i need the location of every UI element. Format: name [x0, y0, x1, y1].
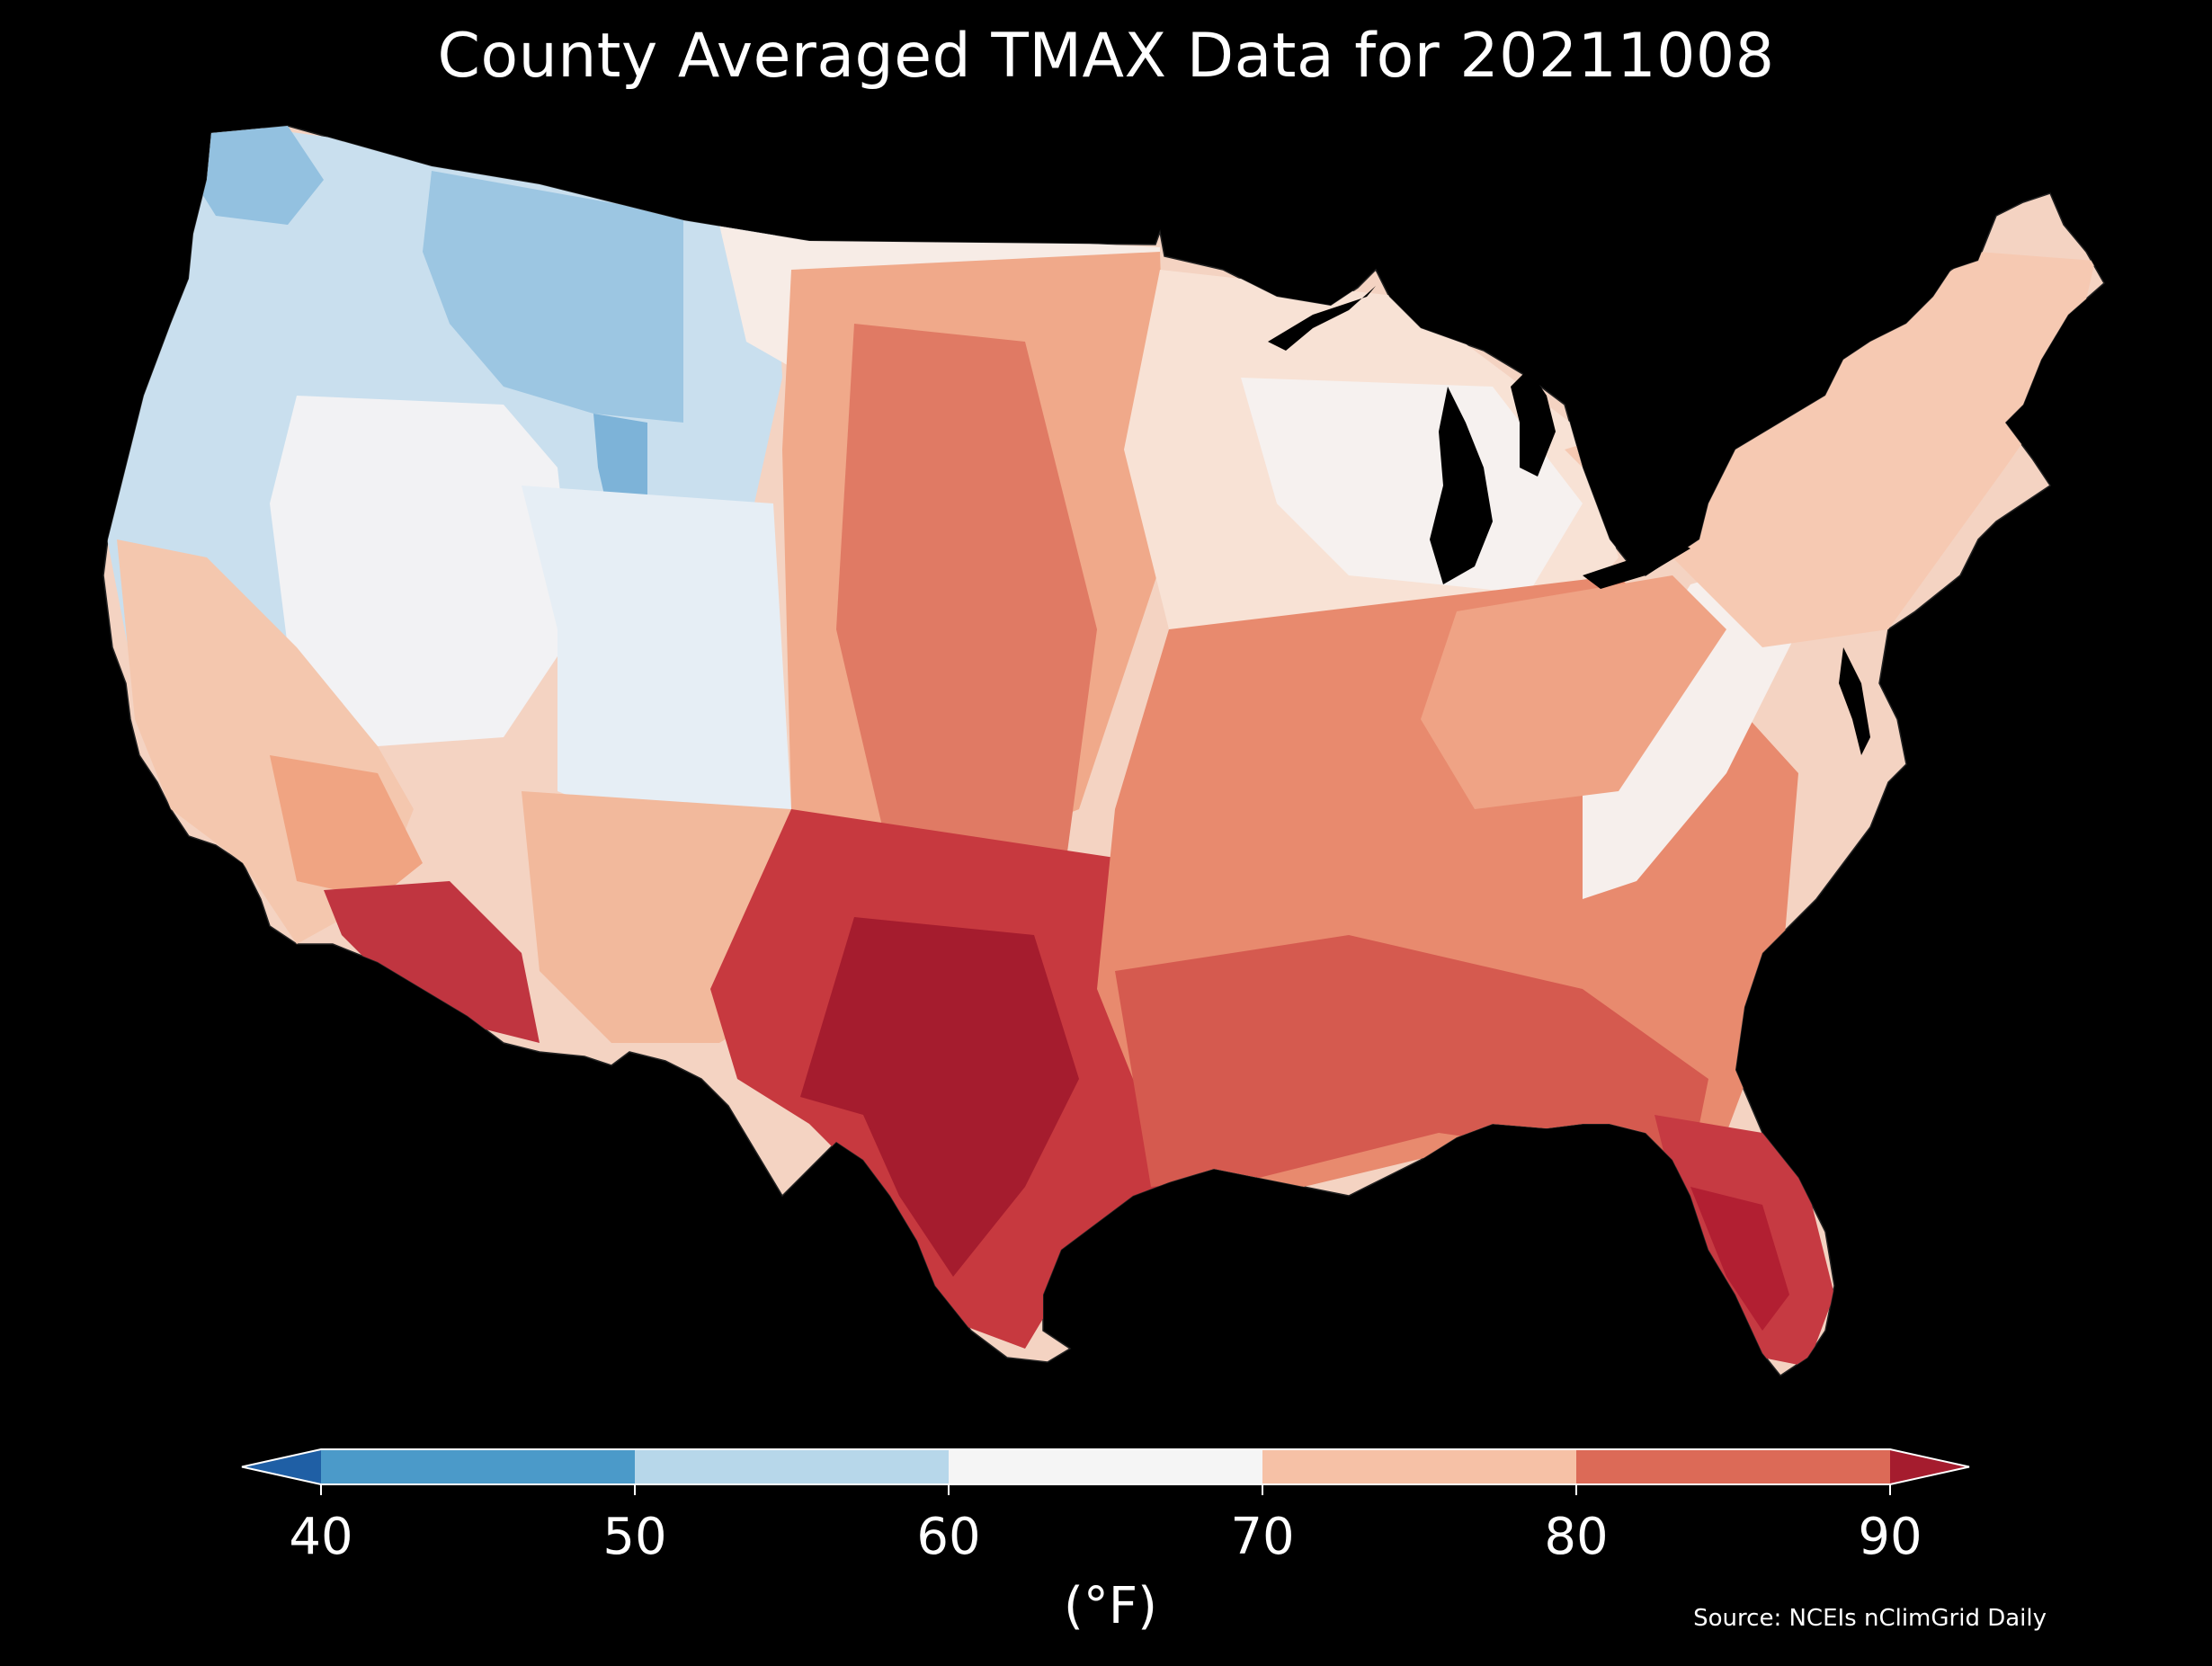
region-colorado-utah-pale — [522, 486, 791, 827]
source-credit: Source: NCEIs nClimGrid Daily — [1693, 1605, 2047, 1632]
colorbar-tick-label: 60 — [916, 1508, 981, 1566]
colorbar-tick-label: 50 — [602, 1508, 667, 1566]
colorbar-under-arrow — [242, 1449, 321, 1484]
colorbar-tick-label: 70 — [1230, 1508, 1295, 1566]
region-washington-coast-cold — [193, 126, 324, 225]
colorbar-tick-label: 80 — [1544, 1508, 1609, 1566]
region-central-plains-hot — [836, 324, 1097, 899]
region-great-basin-mild — [270, 396, 575, 746]
region-arizona-hot — [324, 881, 540, 1043]
colorbar-bin-80-90 — [1576, 1449, 1891, 1484]
colorbar-tick-label: 40 — [289, 1508, 353, 1566]
region-florida-core-hottest — [1690, 1187, 1789, 1331]
lake-michigan — [1430, 387, 1493, 584]
region-northern-rockies-cold — [423, 171, 683, 423]
colorbar-bin-50-60 — [635, 1449, 950, 1484]
region-gulf-coast-hot — [1115, 935, 1708, 1187]
region-southern-nevada-warm — [270, 755, 423, 899]
colorbar-bin-60-70 — [949, 1449, 1263, 1484]
map-title: County Averaged TMAX Data for 20211008 — [437, 21, 1775, 92]
colorbar-bin-70-80 — [1262, 1449, 1577, 1484]
colorbar-bin-40-50 — [321, 1449, 636, 1484]
colorbar-over-arrow — [1890, 1449, 1969, 1484]
colorbar-tick-label: 90 — [1858, 1508, 1922, 1566]
region-appalachian-mild — [1583, 557, 1798, 899]
lake-erie — [1583, 539, 1690, 589]
region-northeast-warm — [1565, 252, 2095, 647]
colorbar-units-label: (°F) — [1064, 1577, 1157, 1635]
region-ohio-valley-warm — [1421, 575, 1726, 809]
lake-superior — [1268, 286, 1376, 351]
temperature-regions — [103, 126, 2095, 1367]
lake-huron — [1511, 369, 1556, 477]
region-michigan-mild — [1241, 378, 1583, 593]
chesapeake-bay — [1839, 647, 1870, 755]
region-texas-core-hottest — [800, 917, 1079, 1277]
